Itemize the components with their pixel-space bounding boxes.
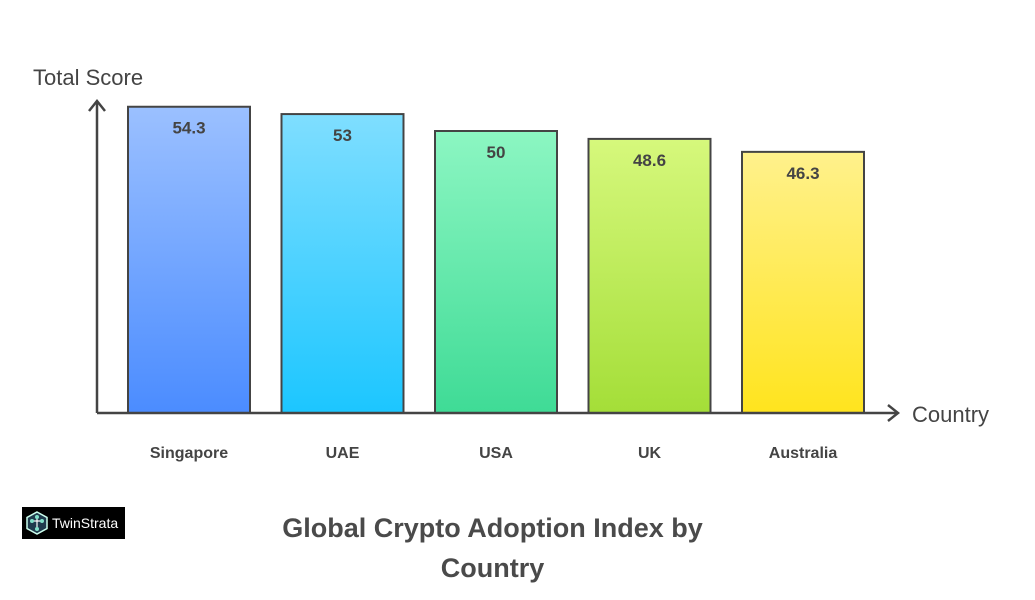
twinstrata-logo: TwinStrata — [22, 507, 125, 539]
data-label: 48.6 — [633, 151, 666, 170]
logo-text: TwinStrata — [52, 515, 119, 531]
bar-uae — [280, 113, 405, 415]
x-axis-label: Country — [912, 402, 989, 427]
logo-icon — [26, 511, 48, 535]
x-tick-label: Singapore — [150, 445, 228, 462]
x-tick-label: Australia — [769, 445, 838, 462]
y-axis-arrow — [88, 98, 106, 112]
bar-uk — [587, 137, 712, 414]
data-label: 53 — [333, 126, 352, 145]
data-label: 54.3 — [172, 119, 205, 138]
x-tick-label: UAE — [326, 445, 360, 462]
x-tick-label: USA — [479, 445, 513, 462]
data-label: 50 — [487, 143, 506, 162]
bar-singapore — [127, 105, 251, 415]
y-axis-label: Total Score — [33, 65, 143, 90]
data-label: 46.3 — [786, 164, 819, 183]
bar-usa — [434, 130, 558, 414]
x-axis-arrow — [887, 404, 901, 422]
bar-chart: Total Score Country 54.3 Singapore 53 UAE 50… — [33, 65, 989, 462]
chart-title: Global Crypto Adoption Index by Country — [282, 513, 703, 583]
bar-australia — [741, 150, 865, 414]
x-tick-label: UK — [638, 445, 662, 462]
